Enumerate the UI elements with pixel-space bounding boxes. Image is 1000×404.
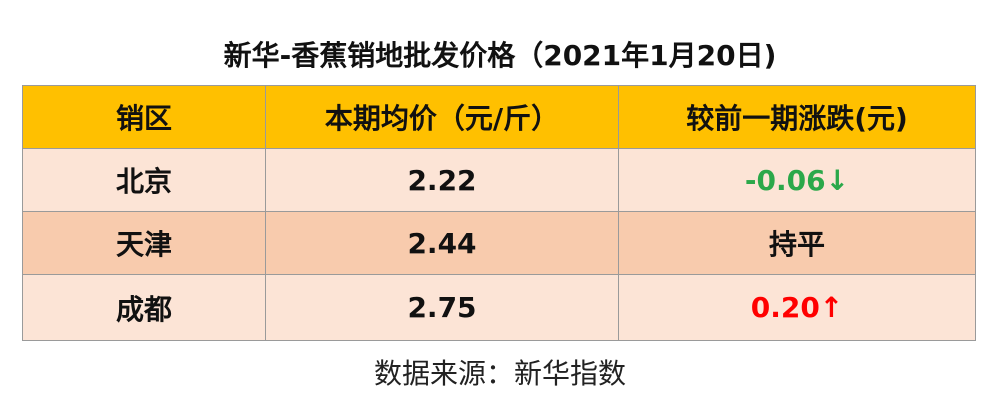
column-header: 销区	[22, 85, 266, 149]
source: 数据来源：新华指数	[373, 357, 626, 390]
price-table: 销区 本期均价（元/斤） 较前一期涨跌(元) 北京 2.22 -0.06↓ 天津…	[22, 85, 976, 341]
cell: 2.22	[265, 148, 619, 212]
cell: 2.44	[265, 211, 619, 275]
row: 成都 2.75 0.20↑	[22, 274, 976, 341]
cell: 天津	[22, 211, 266, 275]
column-header: 本期均价（元/斤）	[265, 85, 619, 149]
cell: 2.75	[265, 274, 619, 341]
cell: -0.06↓	[618, 148, 976, 212]
cell: 成都	[22, 274, 266, 341]
cell: 持平	[618, 211, 976, 275]
header-row: 销区 本期均价（元/斤） 较前一期涨跌(元)	[22, 85, 976, 149]
cell: 0.20↑	[618, 274, 976, 341]
cell: 北京	[22, 148, 266, 212]
row: 天津 2.44 持平	[22, 211, 976, 275]
title: 新华-香蕉销地批发价格（2021年1月20日)	[223, 39, 777, 72]
row: 北京 2.22 -0.06↓	[22, 148, 976, 212]
column-header: 较前一期涨跌(元)	[618, 85, 976, 149]
